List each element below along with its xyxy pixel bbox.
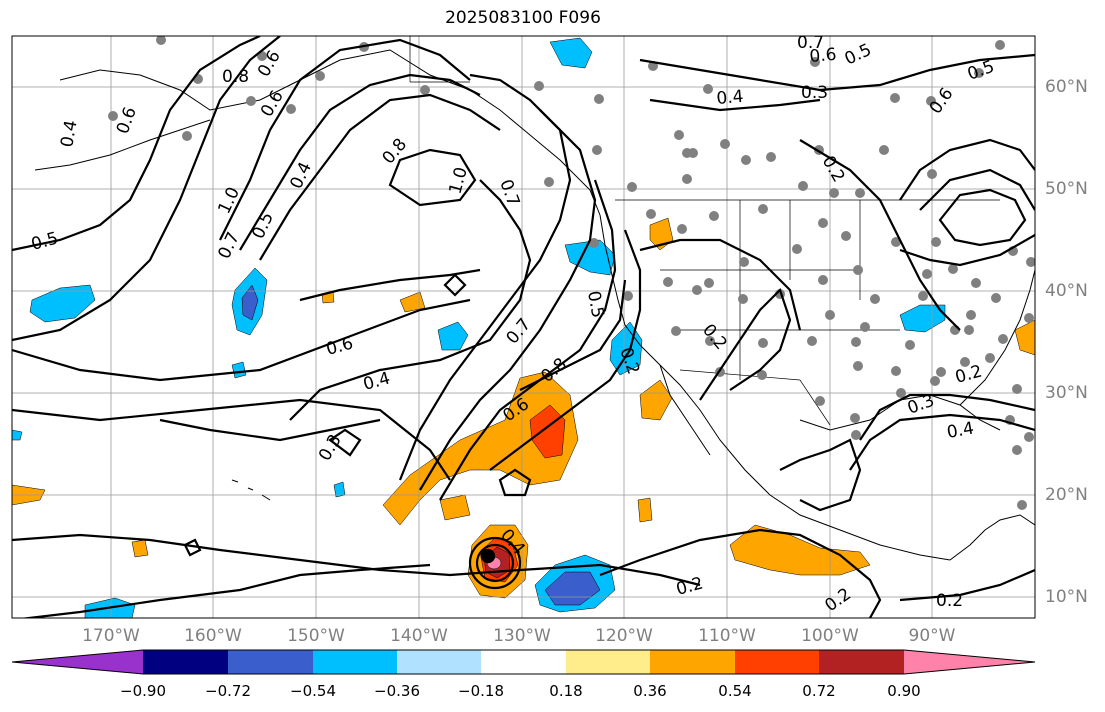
colorbar-segment — [481, 650, 566, 674]
colorbar-tick-label: −0.72 — [205, 682, 251, 700]
colorbar-outline — [11, 649, 1036, 675]
colorbar-tick-label: 0.18 — [549, 682, 583, 700]
colorbar-segment — [650, 650, 735, 674]
cold-anomaly-area — [437, 321, 469, 351]
colorbar-segment — [313, 650, 397, 674]
cold-anomaly-area — [12, 429, 23, 441]
longitude-label: 140°W — [390, 626, 448, 646]
contour-label: 0.7 — [797, 33, 824, 53]
contour-label: 0.3 — [801, 83, 828, 103]
latitude-label: 30°N — [1045, 383, 1088, 403]
longitude-label: 130°W — [493, 626, 551, 646]
strong-cold-anomaly-area — [241, 284, 259, 321]
colorbar-tick-label: 0.36 — [633, 682, 667, 700]
longitude-label: 90°W — [908, 626, 956, 646]
longitude-label: 160°W — [184, 626, 242, 646]
colorbar-low-extension — [12, 650, 143, 674]
warm-anomaly-area — [637, 497, 653, 523]
latitude-label: 10°N — [1045, 587, 1088, 607]
latitude-label: 40°N — [1045, 281, 1088, 301]
cold-anomaly-area — [899, 304, 946, 333]
colorbar-tick-label: −0.36 — [374, 682, 420, 700]
contour-label: 0.4 — [716, 87, 745, 109]
colorbar-segment — [819, 650, 904, 674]
colorbar-high-extension — [904, 650, 1035, 674]
colorbar-segment — [566, 650, 650, 674]
alaska-coast — [59, 49, 601, 216]
colorbar-segment — [397, 650, 481, 674]
anomaly-shading — [12, 37, 1035, 618]
colorbar-tick-label: −0.18 — [458, 682, 504, 700]
warm-anomaly-area — [1014, 319, 1035, 356]
east-coast — [959, 269, 1035, 406]
warm-anomaly-area — [382, 371, 579, 526]
cold-anomaly-area — [564, 239, 616, 276]
colorbar-tick-label: 0.90 — [887, 682, 921, 700]
contour-label: 0.5 — [583, 289, 607, 319]
latitude-label: 50°N — [1045, 179, 1088, 199]
warm-anomaly-area — [639, 379, 673, 421]
longitude-label: 100°W — [801, 626, 859, 646]
baja-peninsula — [659, 364, 711, 456]
warm-anomaly-area — [649, 217, 674, 251]
warm-anomaly-area — [439, 494, 471, 521]
colorbar-segment — [228, 650, 313, 674]
west-coast — [599, 214, 951, 561]
contour-label: 0.4 — [945, 419, 975, 443]
coastlines — [34, 49, 1035, 561]
yucatan-coast — [949, 514, 1035, 561]
latitude-label: 20°N — [1045, 485, 1088, 505]
colorbar-tick-label: −0.54 — [290, 682, 336, 700]
aleutian-islands — [34, 119, 211, 171]
colorbar-tick-label: 0.72 — [802, 682, 836, 700]
cold-anomaly-area — [29, 284, 96, 323]
latitude-label: 60°N — [1045, 77, 1088, 97]
colorbar-tick-label: 0.54 — [718, 682, 752, 700]
warm-anomaly-area — [131, 539, 149, 558]
contour-label: 0.6 — [809, 45, 838, 67]
contour-lines — [12, 36, 1035, 618]
storm-center-marker — [480, 548, 496, 564]
cold-anomaly-area — [549, 37, 593, 69]
longitude-label: 110°W — [698, 626, 756, 646]
contour-label: 0.4 — [57, 119, 81, 149]
longitude-label: 170°W — [82, 626, 140, 646]
strong-warm-anomaly-area — [529, 404, 566, 459]
map-title: 2025083100 F096 — [445, 8, 601, 28]
colorbar-segment — [143, 650, 228, 674]
colorbar-tick-label: −0.90 — [120, 682, 166, 700]
map-frame — [11, 35, 1036, 619]
longitude-label: 150°W — [287, 626, 345, 646]
longitude-label: 120°W — [595, 626, 653, 646]
contour-label: 0.2 — [936, 591, 963, 611]
hawaiian-islands — [231, 479, 271, 501]
colorbar — [11, 649, 1036, 675]
contour-label: 0.8 — [222, 67, 249, 87]
colorbar-segment — [735, 650, 819, 674]
